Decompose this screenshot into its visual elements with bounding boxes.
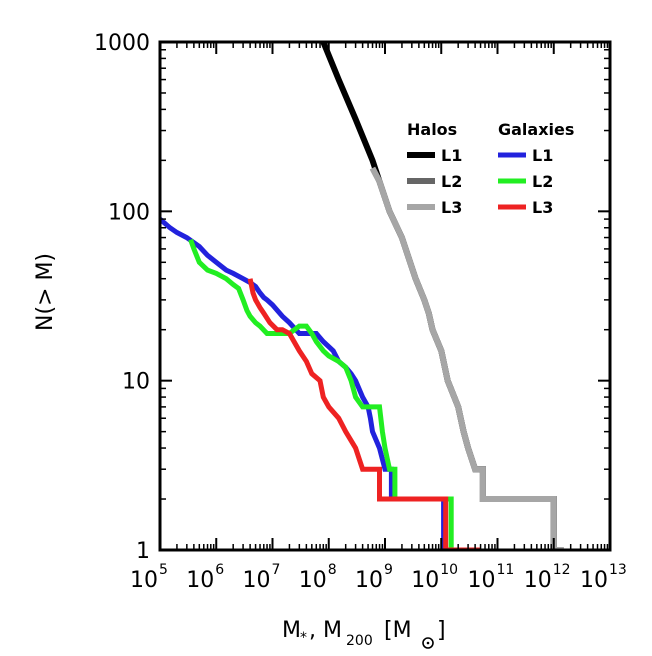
legend-label-halos-l2: L2 (441, 172, 462, 191)
x-tick-label: 10 9 (355, 562, 393, 593)
series-halos-l3 (369, 166, 564, 550)
legend: Halos Galaxies L1 L1 L2 L2 L3 L3 (407, 120, 574, 217)
xlabel-star: * (300, 630, 307, 646)
x-tick-exponent: 8 (328, 562, 337, 578)
x-tick-base: 10 (130, 568, 158, 593)
legend-galaxies-title: Galaxies (498, 120, 574, 139)
x-tick-label: 10 5 (130, 562, 168, 593)
x-tick-base: 10 (524, 568, 552, 593)
x-tick-exponent: 13 (609, 562, 627, 578)
sun-symbol-dot (426, 641, 430, 645)
x-tick-exponent: 9 (384, 562, 393, 578)
y-axis-label-text: N(> M) (33, 253, 58, 331)
xlabel-bracket-close: ] (437, 618, 446, 643)
legend-label-galaxies-l1: L1 (532, 146, 553, 165)
series-halos-l2 (369, 166, 564, 550)
xlabel-sep: , M (309, 618, 342, 643)
series-galaxies-l1 (160, 217, 448, 550)
x-tick-base: 10 (186, 568, 214, 593)
series-galaxies-l2 (188, 238, 459, 550)
x-tick-base: 10 (299, 568, 327, 593)
x-tick-exponent: 10 (440, 562, 458, 578)
plot-frame (158, 40, 612, 552)
legend-label-halos-l1: L1 (441, 146, 462, 165)
x-tick-label: 10 13 (580, 562, 627, 593)
legend-label-galaxies-l3: L3 (532, 198, 553, 217)
x-axis-label: M * , M 200 [M ] (282, 618, 446, 649)
sun-symbol-icon (422, 637, 434, 649)
x-tick-label: 10 7 (243, 562, 281, 593)
y-tick-label: 1 (136, 539, 150, 564)
y-tick-label: 1000 (94, 31, 150, 56)
x-tick-exponent: 5 (159, 562, 168, 578)
legend-label-galaxies-l2: L2 (532, 172, 553, 191)
series-layer (160, 42, 564, 550)
legend-label-halos-l3: L3 (441, 198, 462, 217)
x-tick-base: 10 (243, 568, 271, 593)
x-tick-base: 10 (468, 568, 496, 593)
y-tick-label: 10 (122, 370, 150, 395)
x-tick-label: 10 11 (468, 562, 515, 593)
x-tick-label: 10 8 (299, 562, 337, 593)
x-tick-base: 10 (355, 568, 383, 593)
x-tick-label: 10 6 (186, 562, 224, 593)
x-tick-label: 10 12 (524, 562, 571, 593)
x-tick-base: 10 (580, 568, 608, 593)
x-tick-label: 10 10 (411, 562, 458, 593)
x-tick-base: 10 (411, 568, 439, 593)
xlabel-sub200: 200 (346, 633, 373, 649)
series-halos-l1 (320, 42, 562, 550)
y-axis-label: N(> M) (33, 253, 58, 331)
legend-halos-title: Halos (407, 120, 457, 139)
x-tick-exponent: 6 (215, 562, 224, 578)
x-tick-exponent: 7 (272, 562, 281, 578)
series-galaxies-l3 (247, 278, 481, 550)
xlabel-bracket-open: [M (384, 618, 412, 643)
x-tick-exponent: 12 (553, 562, 571, 578)
x-tick-exponent: 11 (497, 562, 515, 578)
ticks-layer: 10 5 10 6 10 7 10 8 10 9 10 10 10 11 10 12 10 13100010010… (94, 31, 627, 593)
legend-rows: L1 L1 L2 L2 L3 L3 (407, 146, 553, 217)
xlabel-m: M (282, 618, 301, 643)
y-tick-label: 100 (108, 200, 150, 225)
